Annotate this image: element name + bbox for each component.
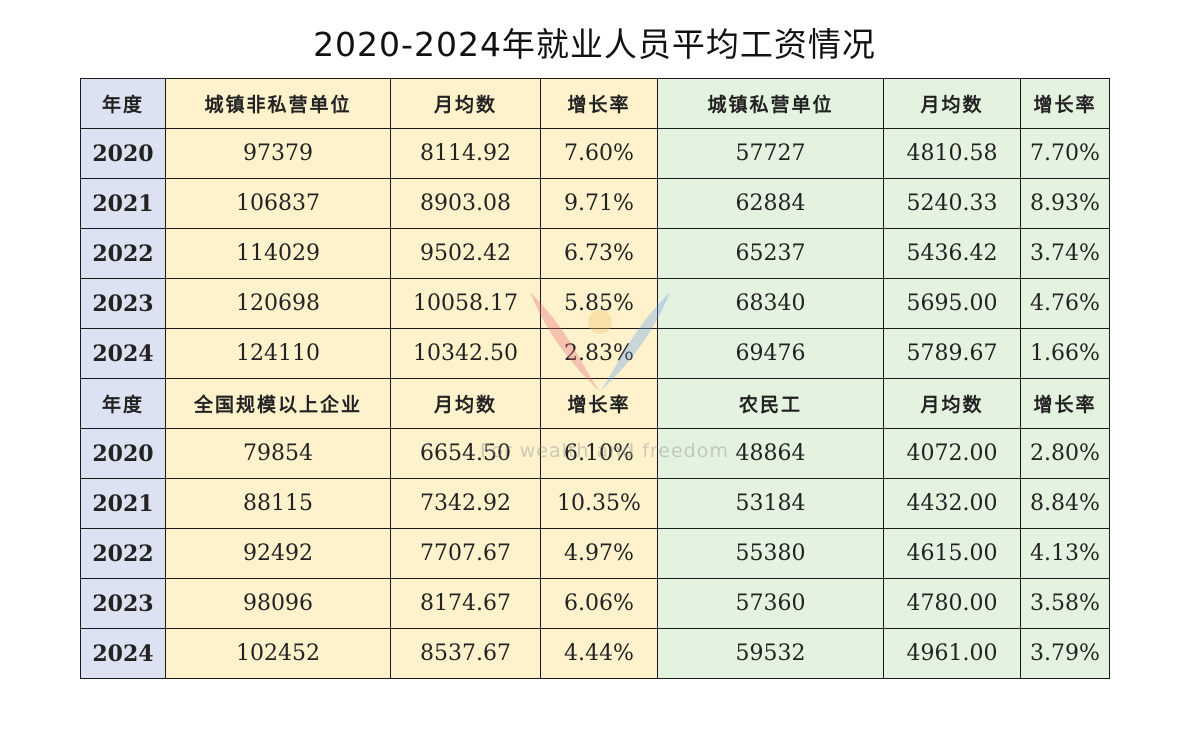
monthly-avg-cell: 5240.33 bbox=[883, 178, 1021, 229]
year-cell: 2023 bbox=[80, 278, 166, 329]
private-cell: 57727 bbox=[657, 128, 884, 179]
nonprivate-cell: 97379 bbox=[165, 128, 391, 179]
growth-rate-cell: 4.76% bbox=[1020, 278, 1110, 329]
header-cell: 城镇私营单位 bbox=[657, 78, 884, 129]
monthly-avg-cell: 9502.42 bbox=[390, 228, 541, 279]
header-cell: 月均数 bbox=[883, 378, 1021, 429]
nonprivate-cell: 124110 bbox=[165, 328, 391, 379]
monthly-avg-cell: 4615.00 bbox=[883, 528, 1021, 579]
monthly-avg-cell: 8903.08 bbox=[390, 178, 541, 229]
table-row: 2021 106837 8903.08 9.71% 62884 5240.33 8.93% bbox=[80, 178, 1110, 229]
growth-rate-cell: 1.66% bbox=[1020, 328, 1110, 379]
growth-rate-cell: 3.79% bbox=[1020, 628, 1110, 679]
monthly-avg-cell: 8114.92 bbox=[390, 128, 541, 179]
year-cell: 2024 bbox=[80, 628, 166, 679]
monthly-avg-cell: 10058.17 bbox=[390, 278, 541, 329]
monthly-avg-cell: 4810.58 bbox=[883, 128, 1021, 179]
monthly-avg-cell: 5789.67 bbox=[883, 328, 1021, 379]
nonprivate-cell: 120698 bbox=[165, 278, 391, 329]
private-cell: 59532 bbox=[657, 628, 884, 679]
monthly-avg-cell: 6654.50 bbox=[390, 428, 541, 479]
growth-rate-cell: 4.44% bbox=[540, 628, 658, 679]
year-cell: 2022 bbox=[80, 228, 166, 279]
table-row: 2020 79854 6654.50 6.10% 48864 4072.00 2.80% bbox=[80, 428, 1110, 479]
growth-rate-cell: 2.80% bbox=[1020, 428, 1110, 479]
nonprivate-cell: 88115 bbox=[165, 478, 391, 529]
header-cell: 年度 bbox=[80, 378, 166, 429]
nonprivate-cell: 106837 bbox=[165, 178, 391, 229]
wage-table: 年度 城镇非私营单位 月均数 增长率 城镇私营单位 月均数 增长率 2020 97379 8114… bbox=[80, 78, 1110, 679]
private-cell: 68340 bbox=[657, 278, 884, 329]
nonprivate-cell: 102452 bbox=[165, 628, 391, 679]
growth-rate-cell: 6.73% bbox=[540, 228, 658, 279]
private-cell: 53184 bbox=[657, 478, 884, 529]
header-cell: 月均数 bbox=[883, 78, 1021, 129]
private-cell: 55380 bbox=[657, 528, 884, 579]
header-row: 年度 城镇非私营单位 月均数 增长率 城镇私营单位 月均数 增长率 bbox=[80, 78, 1110, 129]
header-cell: 城镇非私营单位 bbox=[165, 78, 391, 129]
nonprivate-cell: 114029 bbox=[165, 228, 391, 279]
nonprivate-cell: 79854 bbox=[165, 428, 391, 479]
monthly-avg-cell: 5436.42 bbox=[883, 228, 1021, 279]
header-cell: 月均数 bbox=[390, 378, 541, 429]
monthly-avg-cell: 8174.67 bbox=[390, 578, 541, 629]
table-row: 2023 98096 8174.67 6.06% 57360 4780.00 3.58% bbox=[80, 578, 1110, 629]
private-cell: 48864 bbox=[657, 428, 884, 479]
growth-rate-cell: 8.93% bbox=[1020, 178, 1110, 229]
private-cell: 65237 bbox=[657, 228, 884, 279]
nonprivate-cell: 98096 bbox=[165, 578, 391, 629]
growth-rate-cell: 7.60% bbox=[540, 128, 658, 179]
growth-rate-cell: 9.71% bbox=[540, 178, 658, 229]
header-cell: 全国规模以上企业 bbox=[165, 378, 391, 429]
growth-rate-cell: 6.10% bbox=[540, 428, 658, 479]
growth-rate-cell: 2.83% bbox=[540, 328, 658, 379]
header-row: 年度 全国规模以上企业 月均数 增长率 农民工 月均数 增长率 bbox=[80, 378, 1110, 429]
table-row: 2022 92492 7707.67 4.97% 55380 4615.00 4.13% bbox=[80, 528, 1110, 579]
nonprivate-cell: 92492 bbox=[165, 528, 391, 579]
private-cell: 57360 bbox=[657, 578, 884, 629]
header-cell: 增长率 bbox=[1020, 378, 1110, 429]
year-cell: 2024 bbox=[80, 328, 166, 379]
page-title: 2020-2024年就业人员平均工资情况 bbox=[313, 25, 876, 64]
table-row: 2020 97379 8114.92 7.60% 57727 4810.58 7.70% bbox=[80, 128, 1110, 179]
year-cell: 2021 bbox=[80, 178, 166, 229]
table-row: 2023 120698 10058.17 5.85% 68340 5695.00 4.76% bbox=[80, 278, 1110, 329]
growth-rate-cell: 4.13% bbox=[1020, 528, 1110, 579]
header-cell: 农民工 bbox=[657, 378, 884, 429]
growth-rate-cell: 3.58% bbox=[1020, 578, 1110, 629]
growth-rate-cell: 10.35% bbox=[540, 478, 658, 529]
table-row: 2021 88115 7342.92 10.35% 53184 4432.00 8.84% bbox=[80, 478, 1110, 529]
year-cell: 2022 bbox=[80, 528, 166, 579]
table-row: 2022 114029 9502.42 6.73% 65237 5436.42 3.74% bbox=[80, 228, 1110, 279]
year-cell: 2020 bbox=[80, 428, 166, 479]
header-cell: 年度 bbox=[80, 78, 166, 129]
growth-rate-cell: 6.06% bbox=[540, 578, 658, 629]
year-cell: 2020 bbox=[80, 128, 166, 179]
monthly-avg-cell: 8537.67 bbox=[390, 628, 541, 679]
monthly-avg-cell: 4961.00 bbox=[883, 628, 1021, 679]
header-cell: 月均数 bbox=[390, 78, 541, 129]
monthly-avg-cell: 4780.00 bbox=[883, 578, 1021, 629]
growth-rate-cell: 5.85% bbox=[540, 278, 658, 329]
growth-rate-cell: 3.74% bbox=[1020, 228, 1110, 279]
table-row: 2024 124110 10342.50 2.83% 69476 5789.67 1.66% bbox=[80, 328, 1110, 379]
header-cell: 增长率 bbox=[540, 378, 658, 429]
monthly-avg-cell: 4072.00 bbox=[883, 428, 1021, 479]
growth-rate-cell: 4.97% bbox=[540, 528, 658, 579]
monthly-avg-cell: 10342.50 bbox=[390, 328, 541, 379]
private-cell: 62884 bbox=[657, 178, 884, 229]
monthly-avg-cell: 4432.00 bbox=[883, 478, 1021, 529]
year-cell: 2023 bbox=[80, 578, 166, 629]
monthly-avg-cell: 5695.00 bbox=[883, 278, 1021, 329]
year-cell: 2021 bbox=[80, 478, 166, 529]
private-cell: 69476 bbox=[657, 328, 884, 379]
monthly-avg-cell: 7342.92 bbox=[390, 478, 541, 529]
growth-rate-cell: 7.70% bbox=[1020, 128, 1110, 179]
table-row: 2024 102452 8537.67 4.44% 59532 4961.00 3.79% bbox=[80, 628, 1110, 679]
growth-rate-cell: 8.84% bbox=[1020, 478, 1110, 529]
header-cell: 增长率 bbox=[540, 78, 658, 129]
header-cell: 增长率 bbox=[1020, 78, 1110, 129]
monthly-avg-cell: 7707.67 bbox=[390, 528, 541, 579]
